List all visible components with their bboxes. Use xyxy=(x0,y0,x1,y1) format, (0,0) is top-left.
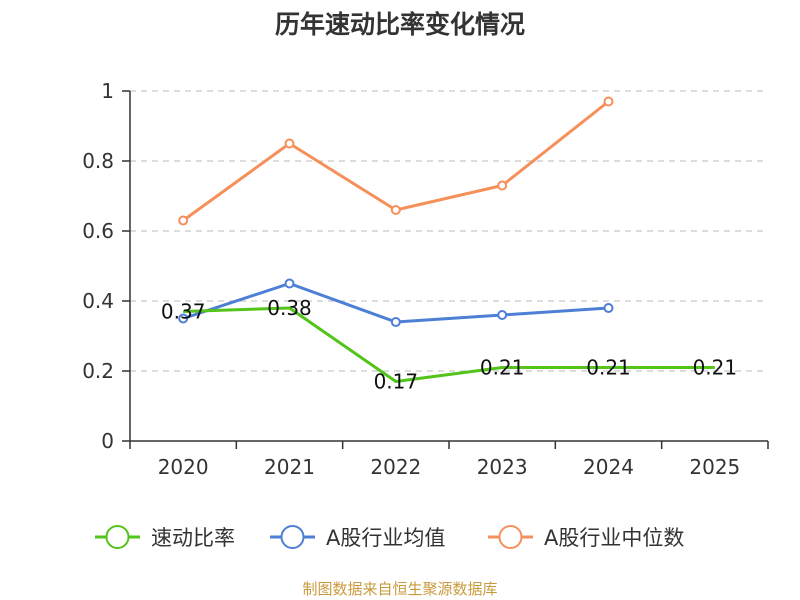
x-tick-label: 2021 xyxy=(264,455,315,479)
data-point xyxy=(178,313,189,324)
y-tick-label: 0 xyxy=(101,429,114,453)
data-point xyxy=(390,317,401,327)
legend-label: A股行业均值 xyxy=(326,526,445,550)
data-point xyxy=(497,310,508,320)
x-tick-label: 2023 xyxy=(477,455,528,479)
legend-item-0[interactable]: 速动比率 xyxy=(95,525,235,550)
x-tick-label: 2024 xyxy=(583,455,634,479)
data-label: 0.21 xyxy=(480,356,525,380)
data-label: 0.21 xyxy=(693,356,738,380)
data-point xyxy=(284,278,295,289)
y-tick-label: 0.2 xyxy=(82,359,114,383)
legend-marker xyxy=(280,525,305,549)
data-label: 0.37 xyxy=(161,300,206,324)
source-note: 制图数据来自恒生聚源数据库 xyxy=(302,580,497,598)
series-line-0 xyxy=(183,306,715,383)
x-tick-label: 2022 xyxy=(370,455,421,479)
x-tick-label: 2025 xyxy=(689,455,740,479)
data-labels: 0.37 0.38 0.17 0.21 0.21 0.21 xyxy=(161,296,737,394)
data-label: 0.38 xyxy=(267,296,312,320)
data-point xyxy=(603,96,614,107)
legend: 速动比率 A股行业均值 A股行业中位数 xyxy=(95,525,684,550)
chart-title: 历年速动比率变化情况 xyxy=(275,10,525,39)
legend-label: 速动比率 xyxy=(151,526,235,550)
y-tick-label: 0.6 xyxy=(82,219,114,243)
y-tick-label: 0.4 xyxy=(82,289,114,313)
data-point xyxy=(390,205,401,215)
legend-item-1[interactable]: A股行业均值 xyxy=(270,525,445,550)
axes: 0 0.2 0.4 0.6 0.8 1 2020 2021 2022 2023 2024 2025 xyxy=(82,79,769,479)
data-point xyxy=(603,303,614,313)
legend-label: A股行业中位数 xyxy=(544,526,684,550)
data-point xyxy=(178,215,189,226)
data-point xyxy=(284,138,295,149)
legend-marker xyxy=(105,525,130,549)
series-line-1 xyxy=(182,282,609,324)
data-label: 0.21 xyxy=(586,356,631,380)
x-tick-label: 2020 xyxy=(158,455,209,479)
y-tick-label: 1 xyxy=(101,79,114,103)
legend-marker xyxy=(498,525,523,549)
series-group xyxy=(178,96,715,383)
legend-item-2[interactable]: A股行业中位数 xyxy=(488,525,684,550)
grid xyxy=(130,90,768,372)
y-tick-label: 0.8 xyxy=(82,149,114,173)
data-label: 0.17 xyxy=(374,370,419,394)
data-point xyxy=(497,180,508,191)
